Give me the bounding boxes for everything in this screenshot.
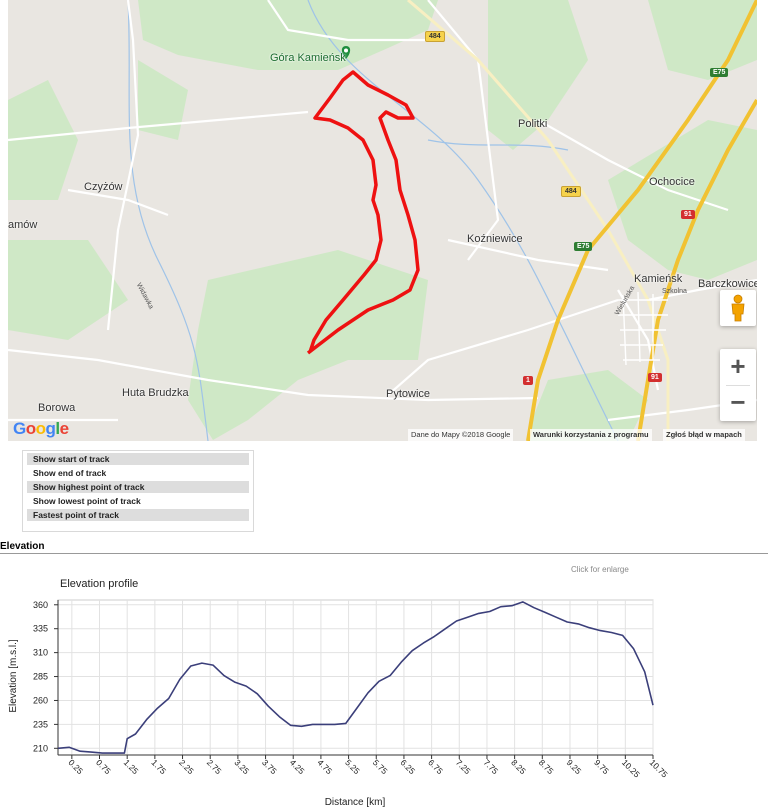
x-tick-label: 2.25 xyxy=(177,757,196,776)
street-view-button[interactable] xyxy=(720,290,756,326)
terms-link[interactable]: Warunki korzystania z programu xyxy=(530,429,652,441)
x-tick-label: 10.25 xyxy=(620,757,642,779)
x-tick-label: 7.25 xyxy=(454,757,473,776)
x-tick-label: 1.75 xyxy=(149,757,168,776)
chart-series xyxy=(57,601,654,754)
chart-grid xyxy=(57,599,654,756)
show-end-button[interactable]: Show end of track xyxy=(33,468,107,478)
road-shield-e75: E75 xyxy=(574,242,593,251)
x-tick-label: 0.25 xyxy=(66,757,85,776)
google-logo[interactable]: Google xyxy=(13,419,69,438)
road-shield-91: 91 xyxy=(648,373,662,382)
x-tick-label: 1.25 xyxy=(122,757,141,776)
place-label-pytowice: Pytowice xyxy=(386,388,431,400)
x-tick-label: 2.75 xyxy=(205,757,224,776)
y-tick-label: 210 xyxy=(33,743,48,753)
place-label-huta-brudzka: Huta Brudzka xyxy=(122,387,189,399)
y-tick-label: 285 xyxy=(33,672,48,682)
place-label-kozniewice: Koźniewice xyxy=(467,233,523,245)
road-shield-484: 484 xyxy=(561,186,581,197)
place-label-gora: Góra Kamieńsk xyxy=(270,52,346,64)
road-shield-1: 1 xyxy=(523,376,533,385)
place-label-borowa: Borowa xyxy=(38,402,76,414)
zoom-in-button[interactable]: + xyxy=(730,351,746,381)
y-tick-label: 335 xyxy=(33,624,48,634)
section-divider xyxy=(0,553,768,554)
zoom-divider xyxy=(726,385,750,386)
enlarge-link[interactable]: Click for enlarge xyxy=(571,565,629,574)
show-start-button[interactable]: Show start of track xyxy=(27,453,249,465)
y-tick-label: 260 xyxy=(33,695,48,705)
map-panel[interactable]: Góra Kamieńsk Politki Ochocice Czyżów am… xyxy=(8,0,757,441)
elevation-line xyxy=(57,601,654,754)
town-grid xyxy=(618,291,668,366)
map-data-attribution: Dane do Mapy ©2018 Google xyxy=(408,429,514,441)
y-tick-label: 360 xyxy=(33,600,48,610)
x-tick-label: 5.75 xyxy=(371,757,390,776)
x-tick-label: 10.75 xyxy=(648,757,670,779)
pegman-icon xyxy=(731,294,745,322)
report-error-link[interactable]: Zgłoś błąd w mapach xyxy=(663,429,745,441)
show-lowest-button[interactable]: Show lowest point of track xyxy=(33,496,141,506)
x-tick-label: 8.25 xyxy=(509,757,528,776)
zoom-out-button[interactable]: − xyxy=(730,387,746,417)
place-label-kamiensk: Kamieńsk xyxy=(634,273,683,285)
track-options-menu: Show start of track Show end of track Sh… xyxy=(22,450,254,532)
map-pin xyxy=(341,46,351,59)
x-axis-label: Distance [km] xyxy=(325,797,386,808)
x-tick-label: 6.25 xyxy=(399,757,418,776)
road-shield-484: 484 xyxy=(425,31,445,42)
x-tick-label: 8.75 xyxy=(537,757,556,776)
show-highest-button[interactable]: Show highest point of track xyxy=(27,481,249,493)
place-label-ochocice: Ochocice xyxy=(649,176,695,188)
x-tick-label: 3.75 xyxy=(260,757,279,776)
place-label-czyzow: Czyżów xyxy=(84,181,123,193)
x-tick-label: 0.75 xyxy=(94,757,113,776)
y-tick-label: 235 xyxy=(33,719,48,729)
y-tick-label: 310 xyxy=(33,648,48,658)
x-tick-label: 4.75 xyxy=(315,757,334,776)
x-tick-label: 9.75 xyxy=(592,757,611,776)
road-shield-e75: E75 xyxy=(710,68,729,77)
chart-title: Elevation profile xyxy=(60,578,138,590)
section-title: Elevation xyxy=(0,541,45,552)
place-label-politki: Politki xyxy=(518,118,548,130)
road-shield-91: 91 xyxy=(681,210,695,219)
x-tick-label: 3.25 xyxy=(232,757,251,776)
x-tick-label: 9.25 xyxy=(565,757,584,776)
place-label-amow: amów xyxy=(8,219,38,231)
x-tick-label: 7.75 xyxy=(482,757,501,776)
map-base xyxy=(8,0,757,441)
x-tick-label: 4.25 xyxy=(288,757,307,776)
x-tick-label: 5.25 xyxy=(343,757,362,776)
y-axis-label: Elevation [m.s.l.] xyxy=(8,639,19,713)
street-label-szkolna: Szkolna xyxy=(662,288,687,295)
fastest-point-button[interactable]: Fastest point of track xyxy=(27,509,249,521)
place-label-barczkowice: Barczkowice xyxy=(698,278,757,290)
gps-track xyxy=(306,70,420,355)
major-roads xyxy=(407,0,670,441)
plot-area xyxy=(57,599,654,756)
elevation-chart[interactable]: Elevation profile Distance [km] Elevatio… xyxy=(0,570,768,809)
zoom-control: + − xyxy=(720,349,756,421)
x-tick-label: 6.75 xyxy=(426,757,445,776)
minor-roads xyxy=(8,0,757,422)
